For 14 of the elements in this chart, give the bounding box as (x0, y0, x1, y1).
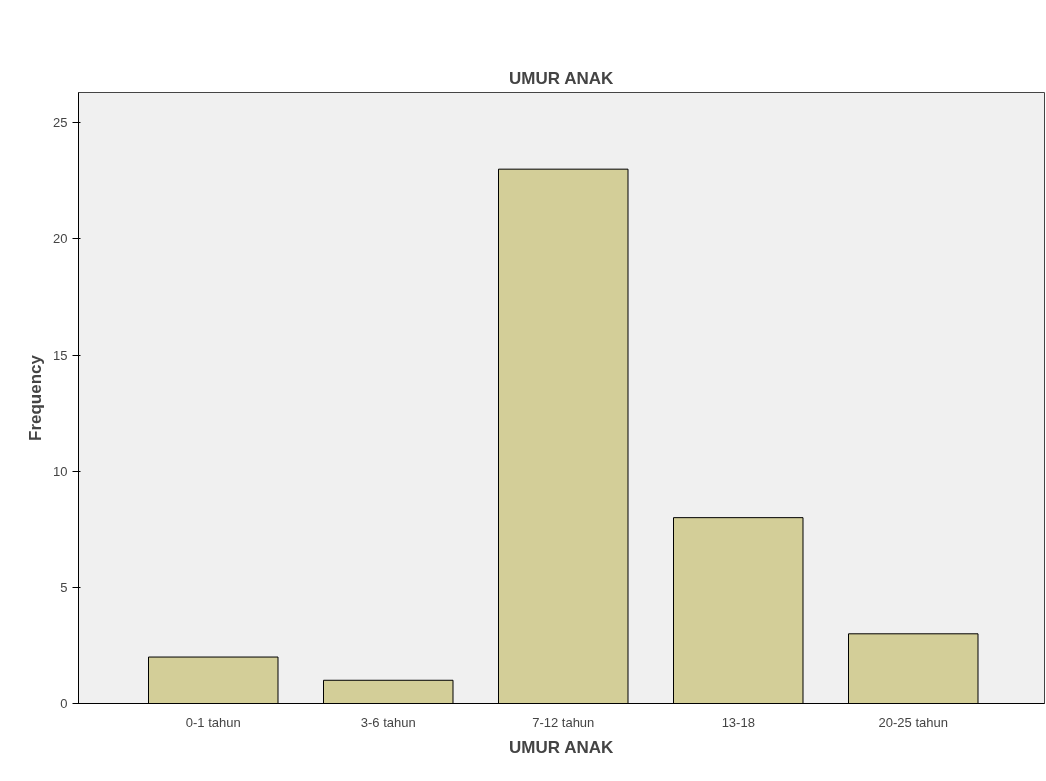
x-tick-label: 13-18 (721, 714, 755, 730)
x-axis-title: UMUR ANAK (509, 737, 614, 757)
y-tick-label: 20 (53, 231, 68, 247)
y-axis-title: Frequency (26, 354, 46, 441)
x-tick-label: 0-1 tahun (185, 714, 241, 730)
y-tick-label: 25 (53, 115, 68, 131)
y-tick-label: 5 (60, 579, 68, 595)
chart-title: UMUR ANAK (509, 68, 614, 88)
x-tick-label: 7-12 tahun (532, 714, 595, 730)
x-tick-label: 20-25 tahun (878, 714, 948, 730)
y-tick-label: 15 (53, 347, 68, 363)
y-tick-label: 10 (53, 463, 68, 479)
x-tick-label: 3-6 tahun (360, 714, 416, 730)
y-tick-label: 0 (60, 696, 68, 711)
